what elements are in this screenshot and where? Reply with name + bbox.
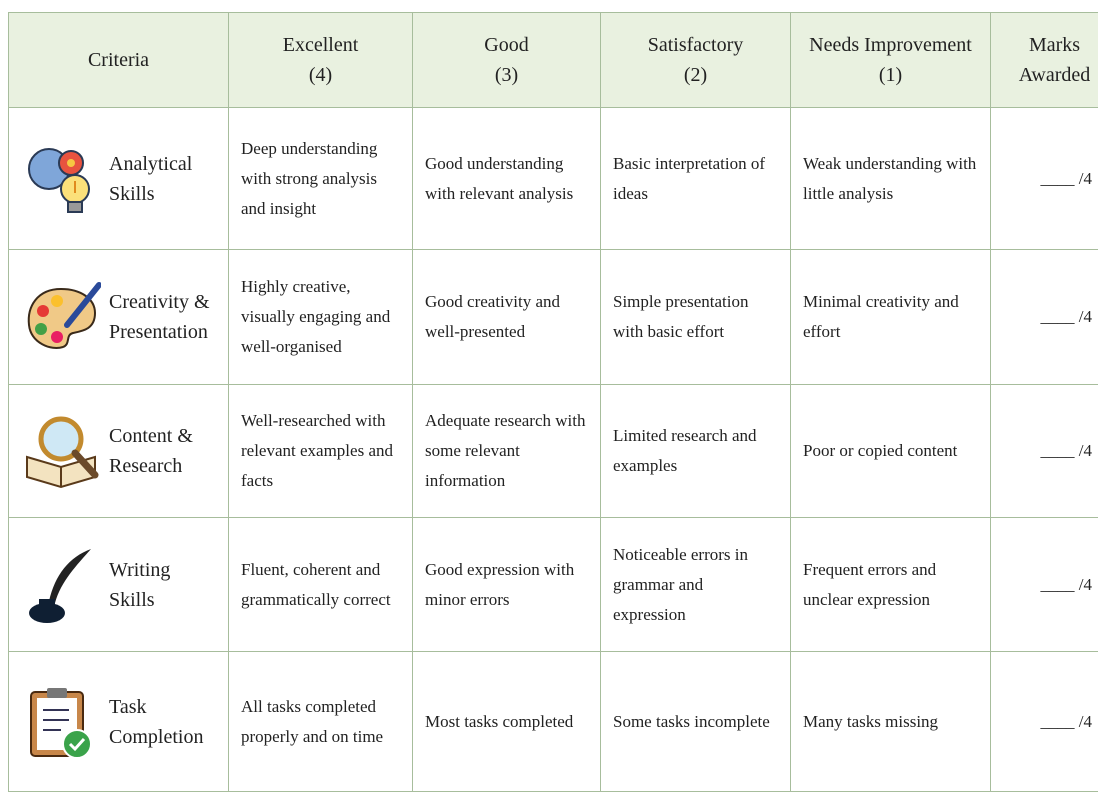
descriptor-cell: Weak understanding with little analysis <box>791 108 991 250</box>
criterion-cell: Task Completion <box>9 652 229 792</box>
marks-cell: ____ /4 <box>991 108 1098 250</box>
descriptor-cell: Basic interpretation of ideas <box>601 108 791 250</box>
descriptor-cell: Deep understanding with strong analysis … <box>229 108 413 250</box>
descriptor-cell: Adequate research with some relevant inf… <box>413 385 601 518</box>
descriptor-cell: All tasks completed properly and on time <box>229 652 413 792</box>
header-score: (4) <box>241 60 400 90</box>
descriptor-cell: Some tasks incomplete <box>601 652 791 792</box>
criterion-label: Content & Research <box>109 421 216 481</box>
header-cell: Marks Awarded <box>991 13 1098 108</box>
header-score: (1) <box>803 60 978 90</box>
header-cell: Good(3) <box>413 13 601 108</box>
descriptor-cell: Good expression with minor errors <box>413 518 601 652</box>
descriptor-cell: Well-researched with relevant examples a… <box>229 385 413 518</box>
marks-cell: ____ /4 <box>991 652 1098 792</box>
criterion: Writing Skills <box>21 545 216 625</box>
criterion-label: Analytical Skills <box>109 149 216 209</box>
header-score: (2) <box>613 60 778 90</box>
descriptor-cell: Minimal creativity and effort <box>791 250 991 385</box>
header-score: (3) <box>425 60 588 90</box>
descriptor-cell: Many tasks missing <box>791 652 991 792</box>
header-label: Excellent <box>241 30 400 60</box>
header-cell: Criteria <box>9 13 229 108</box>
descriptor-cell: Most tasks completed <box>413 652 601 792</box>
header-cell: Needs Improvement(1) <box>791 13 991 108</box>
criterion-icon <box>21 682 101 762</box>
criterion: Content & Research <box>21 411 216 491</box>
marks-cell: ____ /4 <box>991 250 1098 385</box>
marks-cell: ____ /4 <box>991 385 1098 518</box>
criterion-label: Creativity & Presentation <box>109 287 216 347</box>
descriptor-cell: Simple presentation with basic effort <box>601 250 791 385</box>
descriptor-cell: Fluent, coherent and grammatically corre… <box>229 518 413 652</box>
criterion: Task Completion <box>21 682 216 762</box>
header-label: Satisfactory <box>613 30 778 60</box>
criterion-label: Writing Skills <box>109 555 216 615</box>
criterion-icon <box>21 545 101 625</box>
descriptor-cell: Good understanding with relevant analysi… <box>413 108 601 250</box>
header-label: Good <box>425 30 588 60</box>
criterion-cell: Creativity & Presentation <box>9 250 229 385</box>
criterion: Creativity & Presentation <box>21 277 216 357</box>
marks-cell: ____ /4 <box>991 518 1098 652</box>
header-label: Criteria <box>21 45 216 75</box>
header-label: Marks Awarded <box>1003 30 1098 90</box>
criterion-cell: Content & Research <box>9 385 229 518</box>
header-cell: Satisfactory(2) <box>601 13 791 108</box>
descriptor-cell: Good creativity and well-presented <box>413 250 601 385</box>
header-cell: Excellent(4) <box>229 13 413 108</box>
descriptor-cell: Poor or copied content <box>791 385 991 518</box>
descriptor-cell: Highly creative, visually engaging and w… <box>229 250 413 385</box>
criterion-icon <box>21 277 101 357</box>
criterion-cell: Writing Skills <box>9 518 229 652</box>
descriptor-cell: Frequent errors and unclear expression <box>791 518 991 652</box>
criterion: Analytical Skills <box>21 139 216 219</box>
descriptor-cell: Noticeable errors in grammar and express… <box>601 518 791 652</box>
criterion-cell: Analytical Skills <box>9 108 229 250</box>
criterion-icon <box>21 139 101 219</box>
criterion-label: Task Completion <box>109 692 216 752</box>
header-label: Needs Improvement <box>803 30 978 60</box>
criterion-icon <box>21 411 101 491</box>
descriptor-cell: Limited research and examples <box>601 385 791 518</box>
